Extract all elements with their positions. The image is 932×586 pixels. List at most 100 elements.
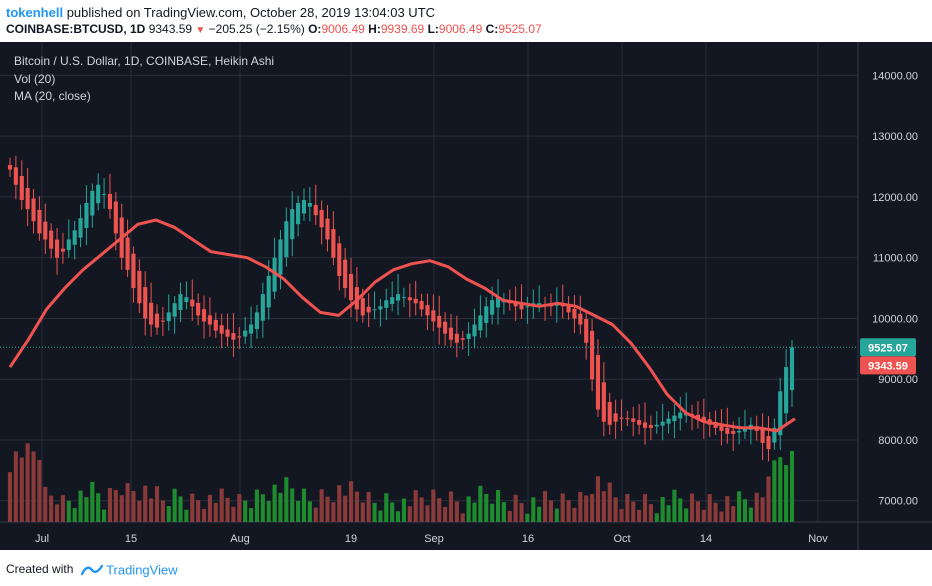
volume-bar (78, 490, 83, 522)
volume-bar (90, 481, 95, 522)
volume-bar (119, 495, 124, 522)
candle-body (343, 259, 348, 289)
volume-bar (789, 450, 795, 522)
volume-bar (284, 477, 289, 522)
volume-bar (478, 485, 483, 522)
legend-ma[interactable]: MA (20, close) (14, 89, 91, 103)
candle-body (301, 199, 307, 214)
high-value: 9939.69 (380, 22, 425, 36)
candle-body (425, 305, 430, 316)
volume-bar (531, 497, 536, 522)
volume-bar (572, 507, 577, 522)
volume-bar (290, 488, 295, 522)
volume-bar (607, 482, 612, 522)
volume-bar (784, 464, 789, 522)
candle-body (102, 193, 107, 195)
candle-body (513, 302, 518, 307)
tradingview-brand[interactable]: TradingView (106, 562, 178, 578)
volume-bar (672, 489, 677, 522)
open-label: O: (308, 22, 322, 36)
volume-bar (343, 495, 348, 522)
candle-body (196, 302, 201, 316)
candle-body (525, 306, 530, 308)
volume-bar (731, 506, 736, 522)
candle-body (454, 333, 459, 343)
chart-pane[interactable]: 14000.00 13000.00 12000.00 11000.00 10000.00… (0, 42, 932, 550)
volume-bar (272, 484, 277, 522)
candle-body (307, 203, 312, 207)
candle-body (572, 308, 577, 319)
candle-body (249, 324, 254, 334)
candle-body (448, 327, 454, 340)
volume-bar (695, 501, 700, 522)
volume-bar (648, 504, 653, 522)
last-price: 9343.59 (148, 22, 193, 36)
volume-bar (660, 497, 665, 522)
y-tick-label: 11000.00 (873, 253, 918, 265)
legend-volume[interactable]: Vol (20) (14, 72, 56, 86)
candle-body (466, 333, 471, 339)
volume-bar (348, 481, 354, 522)
volume-bar (701, 509, 706, 522)
volume-bar (513, 494, 518, 522)
candle-body (90, 190, 95, 216)
created-with: Created with TradingView (6, 562, 178, 577)
volume-bar (590, 494, 595, 522)
volume-bar (172, 488, 177, 522)
volume-bar (742, 499, 748, 522)
volume-bar (66, 500, 71, 522)
candle-body (184, 297, 189, 303)
candle-body (243, 330, 248, 337)
volume-bar (184, 509, 189, 522)
volume-bar (584, 495, 589, 522)
candle-body (319, 210, 324, 228)
down-arrow-icon: ▼ (195, 25, 206, 36)
symbol-quote-line: COINBASE:BTCUSD, 1D 9343.59 ▼ −205.25 (−… (6, 22, 542, 36)
volume-bar (254, 489, 260, 522)
candle-body (360, 298, 365, 316)
volume-bar (266, 501, 271, 522)
volume-bar (631, 501, 636, 522)
volume-bar (407, 506, 412, 522)
volume-bar (313, 507, 318, 522)
candle-body (378, 306, 383, 310)
candle-body (595, 355, 601, 410)
volume-bar (737, 491, 742, 522)
candle-body (237, 336, 242, 338)
candle-body (719, 424, 724, 431)
candle-body (166, 312, 171, 322)
volume-bar (725, 496, 730, 522)
volume-bar (149, 498, 154, 522)
volume-bar (331, 502, 336, 522)
volume-bar (337, 485, 342, 522)
candle-body (78, 218, 83, 238)
volume-bar (560, 493, 565, 522)
candle-body (325, 218, 330, 240)
ma-line (8, 218, 796, 433)
candle-body (784, 367, 789, 414)
volume-bar (760, 497, 765, 522)
x-tick-label: Oct (613, 533, 630, 545)
candle-body (178, 294, 183, 310)
author-link[interactable]: tokenhell (6, 5, 64, 20)
volume-bar (490, 503, 495, 522)
volume-bar (619, 509, 624, 522)
candle-body (207, 315, 212, 325)
volume-bar (372, 502, 377, 522)
price-chart[interactable]: 14000.00 13000.00 12000.00 11000.00 10000.00… (0, 42, 932, 550)
volume-bar (595, 476, 601, 522)
volume-bar (713, 502, 718, 522)
candle-body (619, 417, 624, 419)
volume-bar (684, 508, 689, 522)
candle-body (149, 302, 154, 325)
candle-body (219, 325, 224, 334)
volume-bar (49, 495, 54, 522)
volume-bar (72, 508, 77, 522)
candle-body (49, 230, 54, 249)
volume-bar (390, 502, 395, 522)
volume-bar (131, 491, 136, 522)
candle-body (113, 201, 118, 234)
x-tick-label: 16 (522, 533, 534, 545)
candle-body (278, 239, 283, 275)
candle-body (648, 425, 653, 428)
